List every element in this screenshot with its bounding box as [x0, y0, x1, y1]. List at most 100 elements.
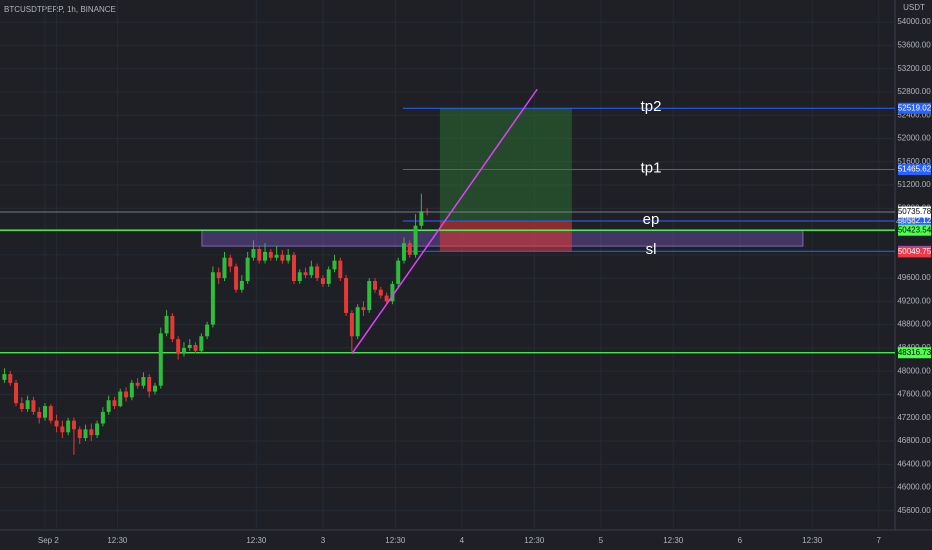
candle-body [187, 344, 192, 348]
y-tick-label: 54000.00 [897, 17, 931, 26]
candle-body [303, 272, 308, 276]
candle-body [100, 411, 105, 424]
y-tick-label: 46800.00 [897, 436, 931, 445]
candle-body [124, 391, 129, 398]
candle-body [378, 289, 383, 296]
candle-body [297, 272, 302, 281]
price-tag [898, 224, 931, 236]
candle-body [164, 315, 169, 334]
price-tag-label: 50582.12 [898, 216, 932, 225]
x-tick-label: 2 [54, 536, 59, 545]
candle-body [280, 254, 285, 261]
y-tick-label: 49200.00 [897, 296, 931, 305]
candle-body [210, 272, 215, 325]
price-tag [898, 215, 931, 227]
chart-title: BTCUSDTPERP, 1h, BINANCE [4, 5, 116, 14]
y-tick-label: 51200.00 [897, 180, 931, 189]
y-tick-label: 51600.00 [897, 157, 931, 166]
y-tick-label: 45600.00 [897, 506, 931, 515]
x-tick-label: 5 [599, 536, 604, 545]
y-tick-label: 53600.00 [897, 40, 931, 49]
x-tick-label: 7 [877, 536, 882, 545]
x-tick-label: 12:30 [385, 536, 406, 545]
candle-body [390, 283, 395, 302]
candle-body [425, 211, 430, 213]
candle-body [419, 211, 424, 226]
loss-zone [439, 220, 572, 252]
candle-body [384, 295, 389, 302]
x-tick-label: 12:30 [663, 536, 684, 545]
target-label: sl [646, 241, 657, 258]
candle-body [326, 269, 331, 284]
candle-body [361, 307, 366, 311]
candle-body [141, 376, 146, 386]
trendline [351, 88, 538, 355]
candle-body [239, 280, 244, 290]
y-tick-label: 47600.00 [897, 390, 931, 399]
candle-body [176, 339, 181, 354]
x-tick-label: 6 [738, 536, 743, 545]
candle-body [251, 249, 256, 258]
target-label: ep [643, 211, 660, 228]
y-tick-label: 46000.00 [897, 483, 931, 492]
candle-body [95, 423, 100, 436]
y-tick-label: 47200.00 [897, 413, 931, 422]
candle-body [77, 429, 82, 439]
candle-body [401, 243, 406, 261]
candle-body [199, 336, 204, 351]
target-label: tp2 [641, 98, 662, 115]
candle-body [268, 251, 273, 258]
candle-body [118, 391, 123, 407]
candle-body [413, 225, 418, 255]
price-tag-label: 52519.02 [898, 103, 932, 112]
candle-body [66, 420, 71, 433]
candle-body [135, 382, 140, 386]
candle-body [170, 315, 175, 340]
candle-body [396, 260, 401, 284]
unit-label: USDT [903, 3, 925, 12]
price-tag-label: 50423.54 [898, 225, 932, 234]
price-tag [898, 164, 931, 176]
candle-body [222, 257, 227, 279]
candle-body [71, 420, 76, 430]
x-tick-label: 4 [460, 536, 465, 545]
candle-body [48, 406, 53, 421]
candle-body [42, 406, 47, 418]
x-tick-label: 12:30 [802, 536, 823, 545]
candle-body [367, 280, 372, 311]
candle-body [106, 400, 111, 412]
price-tag-label: 50735.78 [898, 207, 932, 216]
candle-body [153, 385, 158, 392]
candle-body [216, 272, 221, 279]
candle-body [373, 280, 378, 290]
candle-body [31, 400, 36, 412]
candle-body [407, 243, 412, 255]
countdown: 49:36 [896, 217, 917, 226]
candle-body [8, 374, 13, 383]
y-tick-label: 52400.00 [897, 110, 931, 119]
price-tag-label: 48316.73 [898, 348, 932, 357]
y-tick-label: 46400.00 [897, 459, 931, 468]
target-label: tp1 [641, 160, 662, 177]
y-tick-label: 52000.00 [897, 134, 931, 143]
price-tag [898, 246, 931, 258]
price-tag [898, 206, 931, 218]
x-tick-label: Sep [38, 536, 53, 545]
candle-body [257, 249, 262, 261]
candle-body [89, 429, 94, 436]
candle-body [205, 324, 210, 337]
candle-body [147, 376, 152, 392]
price-tag-label: 51465.62 [898, 165, 932, 174]
candle-body [332, 260, 337, 270]
x-tick-label: 12:30 [524, 536, 545, 545]
candle-body [291, 254, 296, 281]
candle-body [181, 347, 186, 354]
candle-body [14, 382, 19, 404]
x-tick-label: 3 [321, 536, 326, 545]
price-tag-label: 50049.75 [898, 247, 932, 256]
y-tick-label: 53200.00 [897, 64, 931, 73]
candle-body [309, 266, 314, 276]
candle-body [54, 420, 59, 427]
price-tag [898, 347, 931, 359]
candle-body [60, 426, 65, 433]
